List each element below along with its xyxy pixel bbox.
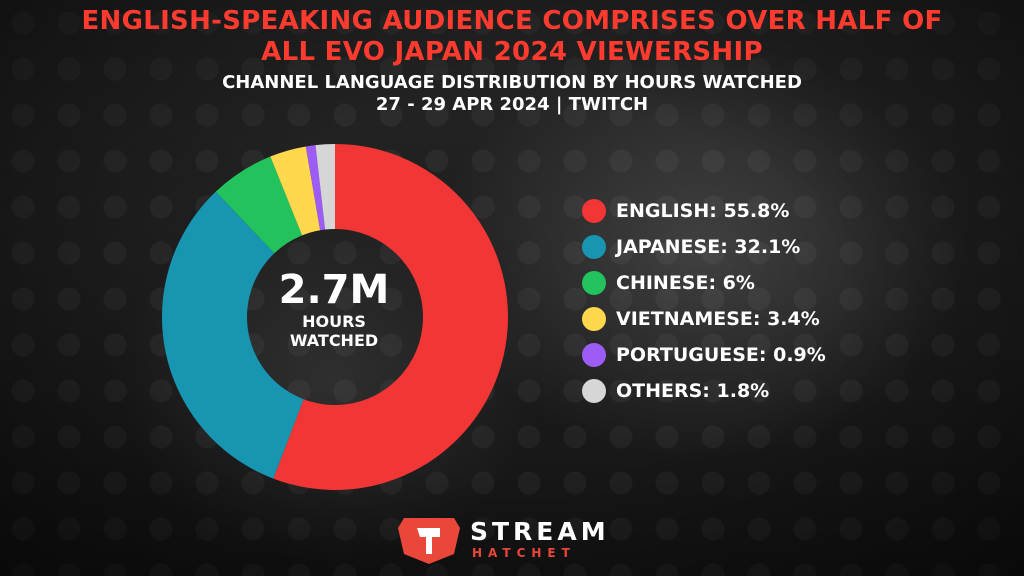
brand-subname: HATCHET: [472, 546, 576, 560]
donut-slice-vietnamese: [270, 146, 321, 236]
legend-dot-english: [582, 199, 606, 223]
legend-dot-vietnamese: [582, 307, 606, 331]
total-hours-label-line-1: HOURS: [302, 312, 366, 331]
legend-item-vietnamese: VIETNAMESE: 3.4%: [582, 301, 826, 337]
chart-subtitle-line-1: CHANNEL LANGUAGE DISTRIBUTION BY HOURS W…: [222, 72, 802, 93]
chart-title: ENGLISH-SPEAKING AUDIENCE COMPRISES OVER…: [0, 6, 1024, 68]
legend-label-others: OTHERS: 1.8%: [616, 380, 770, 402]
legend-item-chinese: CHINESE: 6%: [582, 265, 826, 301]
chart-title-line-2: ALL EVO JAPAN 2024 VIEWERSHIP: [261, 37, 763, 67]
legend-dot-chinese: [582, 271, 606, 295]
stream-hatchet-logo: STREAM HATCHET: [398, 514, 610, 564]
donut-slice-chinese: [215, 156, 303, 254]
donut-slice-japanese: [162, 191, 304, 479]
chart-subtitle: CHANNEL LANGUAGE DISTRIBUTION BY HOURS W…: [0, 72, 1024, 116]
legend-label-chinese: CHINESE: 6%: [616, 272, 755, 294]
legend-label-japanese: JAPANESE: 32.1%: [616, 236, 801, 258]
legend-label-english: ENGLISH: 55.8%: [616, 200, 790, 222]
chart-legend: ENGLISH: 55.8% JAPANESE: 32.1% CHINESE: …: [582, 193, 826, 409]
brand-text: STREAM HATCHET: [470, 517, 610, 561]
legend-item-english: ENGLISH: 55.8%: [582, 193, 826, 229]
legend-dot-others: [582, 379, 606, 403]
chart-title-line-1: ENGLISH-SPEAKING AUDIENCE COMPRISES OVER…: [81, 6, 943, 36]
donut-slice-english: [273, 144, 508, 490]
total-hours-label-line-2: WATCHED: [289, 331, 379, 350]
legend-dot-japanese: [582, 235, 606, 259]
donut-slice-portuguese: [305, 145, 326, 231]
legend-label-portuguese: PORTUGUESE: 0.9%: [616, 344, 826, 366]
donut-slice-others: [315, 144, 335, 230]
hatchet-shield-icon: [398, 518, 460, 564]
total-hours-value: 2.7M: [278, 267, 390, 313]
chart-subtitle-line-2: 27 - 29 APR 2024 | TWITCH: [375, 94, 649, 115]
legend-label-vietnamese: VIETNAMESE: 3.4%: [616, 308, 820, 330]
legend-item-portuguese: PORTUGUESE: 0.9%: [582, 337, 826, 373]
legend-dot-portuguese: [582, 343, 606, 367]
total-hours-label: HOURS WATCHED: [254, 312, 414, 350]
donut-chart: [162, 144, 508, 490]
brand-name: STREAM: [470, 517, 610, 546]
legend-item-others: OTHERS: 1.8%: [582, 373, 826, 409]
legend-item-japanese: JAPANESE: 32.1%: [582, 229, 826, 265]
